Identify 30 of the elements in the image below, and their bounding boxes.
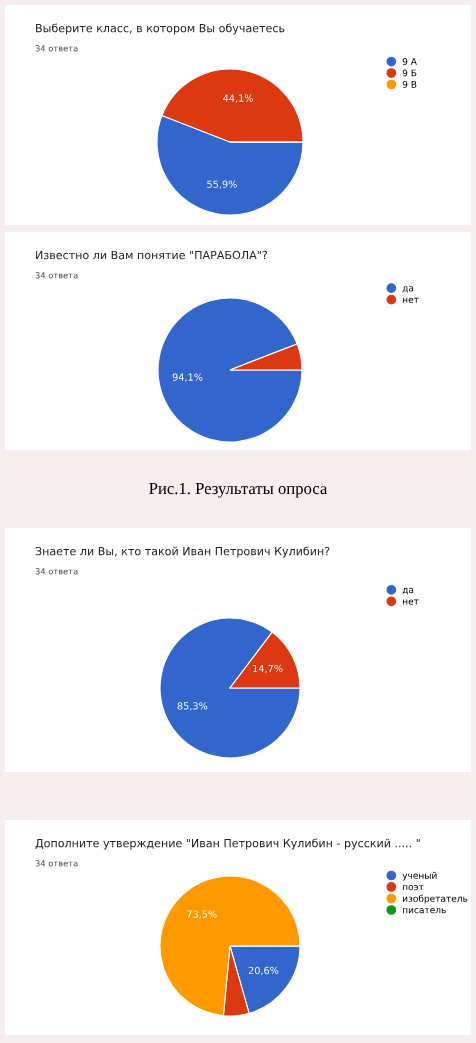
chart-title: Выберите класс, в котором Вы обучаетесь (36, 23, 285, 35)
legend-label: писатель (402, 908, 446, 914)
legend-label: поэт (402, 885, 424, 891)
data-label: 55,9% (207, 180, 237, 189)
text: 34 ответа (35, 568, 78, 575)
legend-label: 9 Б (402, 69, 417, 77)
pie-slice (159, 875, 301, 1017)
text: 34 ответа (35, 860, 78, 867)
chart-title: Знаете ли Вы, кто такой Иван Петрович Кулибин? (35, 546, 330, 558)
text: Рис.1. Результаты опроса (149, 482, 328, 498)
data-label: 73,5% (187, 910, 217, 919)
chart-title: Дополните утверждение "Иван Петрович Кулибин - русский ..... " (35, 838, 420, 850)
data-label: 14,7% (253, 664, 283, 674)
legend-label: нет (402, 297, 419, 303)
legend-label: 9 А (402, 58, 417, 65)
legend-label: изобретатель (402, 894, 468, 904)
legend-label: да (402, 286, 414, 293)
legend-label: да (402, 588, 414, 595)
text: 34 ответа (35, 45, 78, 52)
data-label: 20,6% (248, 966, 279, 976)
legend-label: нет (402, 599, 419, 605)
pie-slice (157, 297, 303, 443)
legend-label: ученый (402, 871, 437, 881)
legend-label: 9 В (402, 80, 417, 88)
data-label: 44,1% (223, 94, 253, 103)
data-label: 94,1% (172, 373, 203, 382)
chart-title: Известно ли Вам понятие "ПАРАБОЛА"? (36, 250, 267, 260)
text: 34 ответа (35, 272, 78, 279)
pie-slice (159, 617, 301, 759)
data-label: 85,3% (177, 702, 208, 711)
